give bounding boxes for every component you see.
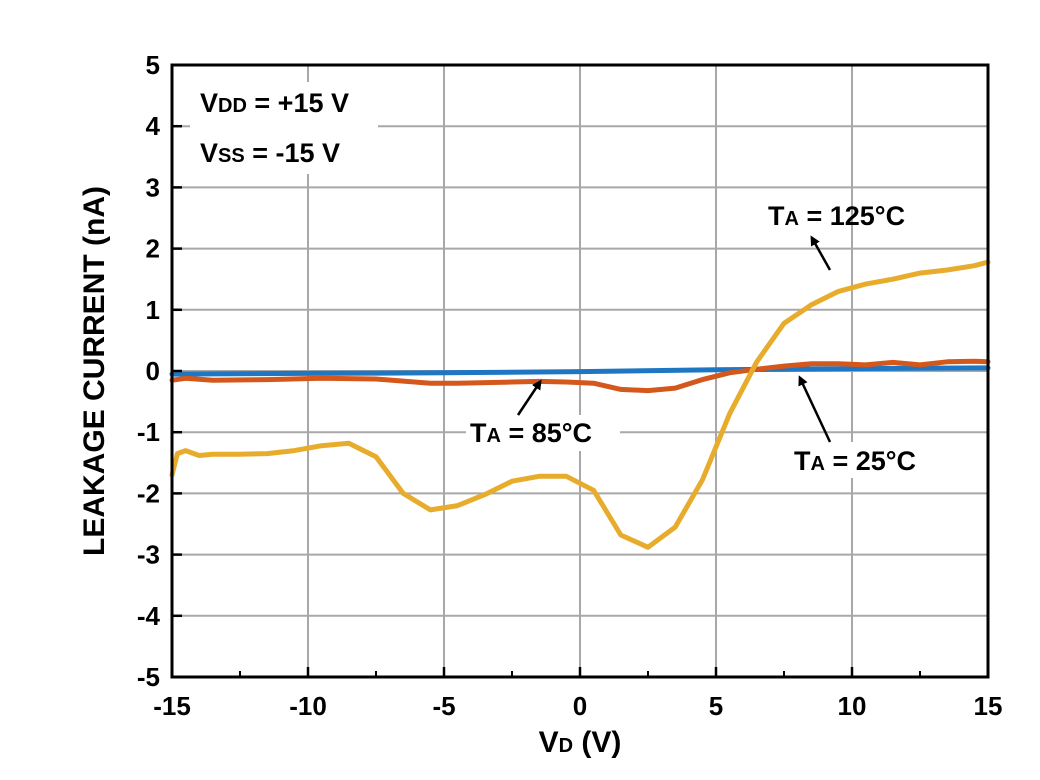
x-tick-label: 0 [573, 691, 587, 721]
conditions-box: VDD = +15 V VSS = -15 V [190, 82, 378, 174]
conditions-background [190, 82, 378, 174]
vss-condition: VSS = -15 V [200, 138, 340, 168]
x-tick-label: -10 [289, 691, 327, 721]
y-tick-label: 2 [146, 234, 160, 264]
y-tick-label: -2 [137, 478, 160, 508]
annotation-125c-arrow [810, 235, 832, 271]
y-tick-label: -5 [137, 662, 160, 692]
annotation-85c-background [466, 415, 620, 451]
y-axis-title: LEAKAGE CURRENT (nA) [78, 186, 111, 556]
x-tick-label: -5 [432, 691, 455, 721]
annotation-125c-label: TA = 125°C [768, 201, 905, 231]
annotation-25c: TA = 25°C [790, 375, 938, 478]
y-tick-label: 4 [146, 111, 161, 141]
y-tick-label: -3 [137, 540, 160, 570]
series-line-25c [169, 365, 991, 377]
annotation-85c-label: TA = 85°C [470, 418, 592, 448]
annotation-25c-background [790, 442, 938, 478]
annotation-85c: TA = 85°C [466, 379, 620, 451]
x-tick-labels: -15 -10 -5 0 5 10 15 [153, 691, 1002, 721]
annotation-25c-arrow [798, 375, 832, 443]
tick-marks [170, 63, 990, 679]
annotation-25c-label: TA = 25°C [794, 446, 916, 476]
annotation-85c-arrow [516, 379, 542, 416]
x-tick-label: 5 [709, 691, 723, 721]
series-lines [169, 259, 991, 550]
annotation-125c: TA = 125°C [768, 201, 905, 271]
vdd-condition: VDD = +15 V [200, 88, 349, 118]
y-tick-label: 5 [146, 50, 160, 80]
y-tick-label: -4 [137, 601, 161, 631]
y-tick-labels: 5 4 3 2 1 0 -1 -2 -3 -4 -5 [137, 50, 161, 692]
x-axis-title: VD (V) [539, 726, 622, 759]
y-tick-label: 3 [146, 172, 160, 202]
x-tick-label: 10 [838, 691, 867, 721]
x-tick-label: -15 [153, 691, 191, 721]
series-line-125c [169, 259, 991, 550]
x-tick-label: 15 [974, 691, 1003, 721]
y-tick-label: -1 [137, 417, 160, 447]
series-line-85c [169, 358, 991, 394]
y-tick-label: 1 [146, 295, 160, 325]
y-tick-label: 0 [146, 356, 160, 386]
